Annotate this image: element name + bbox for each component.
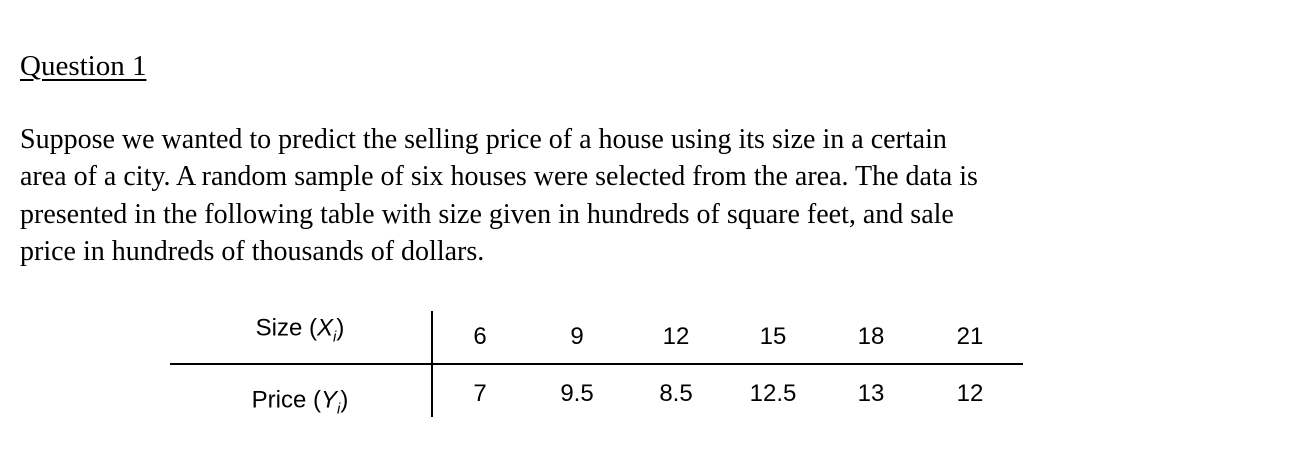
- text-line: price in hundreds of thousands of dollar…: [20, 235, 485, 267]
- table-cell: 21: [956, 323, 984, 350]
- text-line: presented in the following table with si…: [20, 198, 954, 230]
- variable: X: [317, 314, 334, 342]
- table-cell: 7: [473, 380, 487, 407]
- horizontal-rule: [170, 363, 1023, 365]
- table-cell: 12.5: [749, 380, 797, 407]
- text-line: Suppose we wanted to predict the selling…: [20, 124, 947, 155]
- question-title: Question 1: [20, 50, 147, 82]
- table-cell: 8.5: [659, 380, 693, 407]
- label-text: ): [336, 314, 345, 342]
- table-cell: 9: [570, 323, 584, 350]
- subscript: i: [333, 328, 337, 346]
- table-cell: 12: [956, 380, 984, 407]
- subscript: i: [337, 400, 341, 418]
- table-cell: 12: [662, 323, 690, 350]
- table-cell: 9.5: [560, 380, 594, 407]
- table-cell: 6: [473, 323, 487, 350]
- text-line: area of a city. A random sample of six h…: [20, 161, 978, 193]
- label-text: ): [340, 386, 349, 414]
- table-cell: 18: [857, 323, 885, 350]
- row-label: Size (Xi): [256, 315, 345, 346]
- label-text: Size (: [255, 314, 317, 342]
- row-label: Price (Yi): [252, 387, 349, 418]
- variable: Y: [320, 386, 338, 414]
- table-cell: 13: [857, 380, 885, 407]
- label-text: Price (: [251, 386, 321, 414]
- table-cell: 15: [759, 323, 787, 350]
